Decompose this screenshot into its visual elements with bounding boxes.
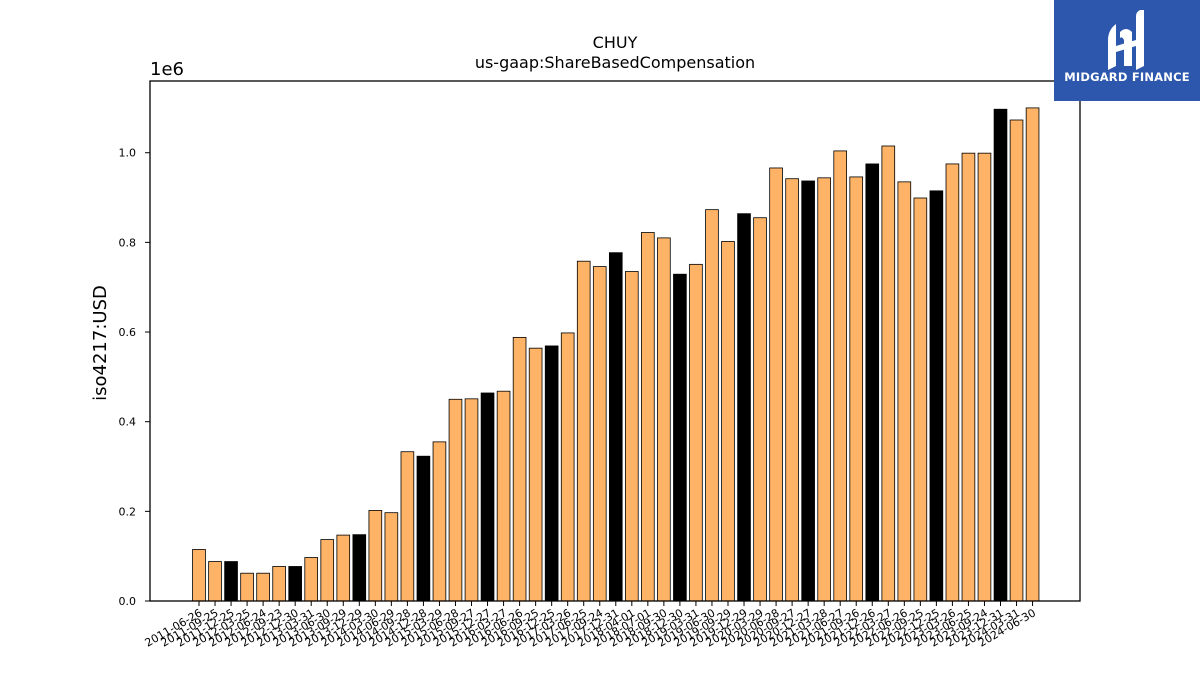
bar xyxy=(352,534,367,602)
bar xyxy=(625,271,639,602)
y-tick-label: 0.2 xyxy=(119,505,137,518)
bar xyxy=(480,392,495,602)
bar xyxy=(849,176,864,602)
bar xyxy=(721,241,735,602)
y-tick-label: 0.4 xyxy=(119,416,137,429)
bar xyxy=(1009,119,1024,602)
bar xyxy=(657,237,671,602)
y-tick-label: 1.0 xyxy=(119,147,137,160)
bar xyxy=(673,273,687,602)
bar xyxy=(192,549,206,602)
bar xyxy=(432,441,447,602)
bar xyxy=(288,566,302,602)
bar xyxy=(641,232,655,602)
chart-subtitle: us-gaap:ShareBasedCompensation xyxy=(475,53,755,72)
y-tick-label: 0.0 xyxy=(119,595,137,608)
bar xyxy=(240,572,254,602)
bar xyxy=(961,152,976,602)
bar xyxy=(689,263,703,602)
bar xyxy=(336,534,351,602)
bar xyxy=(897,181,912,602)
x-ticks-group: 2011-06-262011-09-252011-12-252012-03-25… xyxy=(143,601,1038,650)
bar xyxy=(801,180,815,602)
bar xyxy=(368,510,383,602)
bar xyxy=(256,572,270,602)
bar xyxy=(913,197,928,602)
chart-title: CHUY xyxy=(593,33,638,52)
bar xyxy=(384,512,399,602)
bar xyxy=(448,398,463,602)
bar xyxy=(865,163,880,602)
bar xyxy=(1025,107,1040,602)
bar xyxy=(785,178,799,602)
bar xyxy=(304,557,319,602)
y-tick-label: 0.8 xyxy=(119,236,137,249)
y-tick-label: 0.6 xyxy=(119,326,137,339)
bar xyxy=(576,260,591,602)
y-axis-label: iso4217:USD xyxy=(90,285,111,401)
bar xyxy=(320,539,335,602)
midgard-finance-logo: MIDGARD FINANCE xyxy=(1054,0,1200,101)
bar xyxy=(753,217,767,602)
logo-mark-icon xyxy=(1108,10,1144,70)
bar xyxy=(833,150,847,602)
bar xyxy=(737,213,751,602)
bar xyxy=(544,345,559,602)
bar xyxy=(817,177,831,602)
bar xyxy=(416,455,431,602)
bar xyxy=(224,561,238,602)
y-offset-label: 1e6 xyxy=(150,59,184,80)
bar xyxy=(705,209,719,602)
bar xyxy=(929,190,944,602)
logo-text: MIDGARD FINANCE xyxy=(1064,70,1190,84)
bar xyxy=(993,108,1008,602)
bar xyxy=(592,266,607,602)
bar xyxy=(496,390,511,602)
bars-group xyxy=(192,107,1040,602)
bar xyxy=(400,451,415,602)
bar xyxy=(881,145,896,602)
bar xyxy=(977,152,992,602)
bar xyxy=(528,347,543,602)
y-ticks-group: 0.0 0.2 0.4 0.6 0.8 1.0 xyxy=(119,147,150,608)
plot-frame xyxy=(149,80,1081,602)
bar xyxy=(272,566,286,602)
bar xyxy=(208,561,222,602)
bar xyxy=(608,252,623,602)
bar xyxy=(769,167,783,602)
bar xyxy=(560,332,575,602)
bar xyxy=(945,163,960,602)
bar xyxy=(512,337,527,602)
bar xyxy=(464,398,479,602)
